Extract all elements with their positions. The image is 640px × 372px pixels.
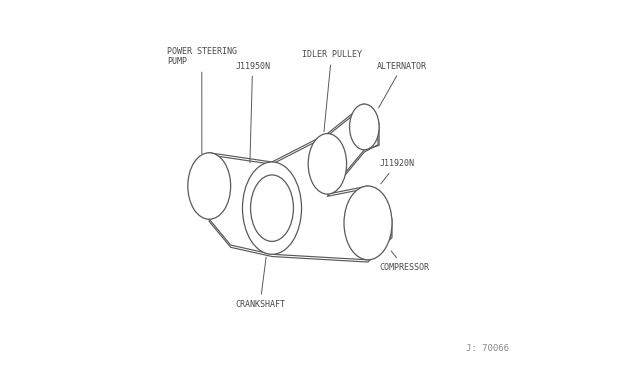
Text: J11920N: J11920N bbox=[379, 159, 414, 184]
Text: ALTERNATOR: ALTERNATOR bbox=[377, 61, 428, 108]
Ellipse shape bbox=[251, 175, 293, 241]
Ellipse shape bbox=[349, 104, 379, 150]
Text: J11950N: J11950N bbox=[235, 61, 270, 163]
Text: J: 70066: J: 70066 bbox=[466, 344, 509, 353]
Ellipse shape bbox=[308, 134, 347, 194]
Ellipse shape bbox=[344, 186, 392, 260]
Ellipse shape bbox=[243, 162, 301, 254]
Text: COMPRESSOR: COMPRESSOR bbox=[379, 251, 429, 272]
Text: POWER STEERING
PUMP: POWER STEERING PUMP bbox=[167, 47, 237, 154]
Text: CRANKSHAFT: CRANKSHAFT bbox=[235, 257, 285, 309]
Ellipse shape bbox=[188, 153, 230, 219]
Text: IDLER PULLEY: IDLER PULLEY bbox=[301, 51, 362, 132]
